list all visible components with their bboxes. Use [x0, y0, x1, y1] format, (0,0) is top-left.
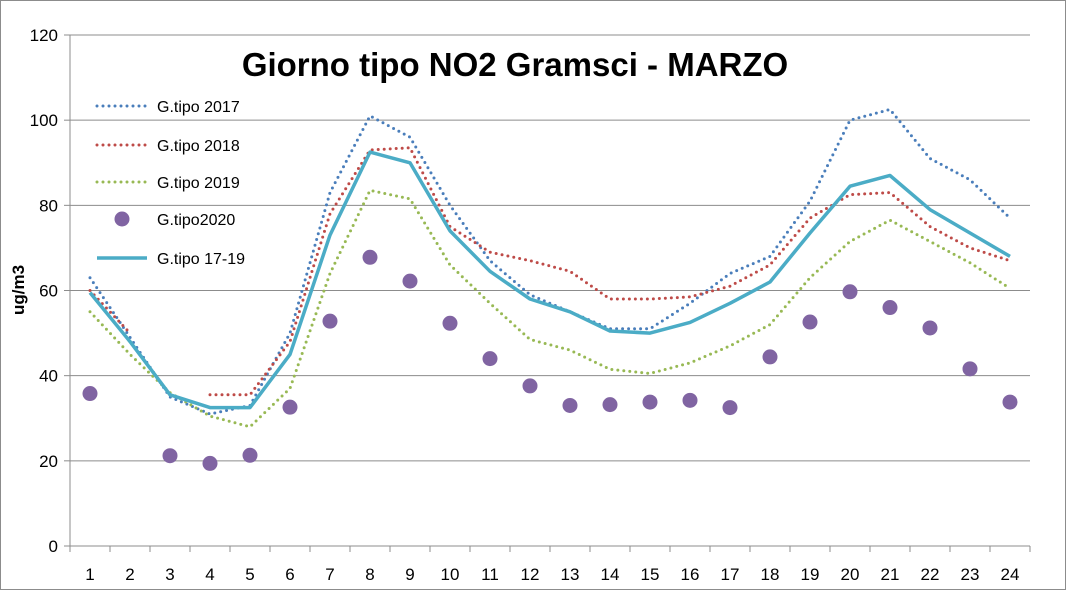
series-g-tipo-17-19: [88, 150, 1011, 410]
series-line: [88, 150, 1011, 410]
legend-item: G.tipo 2017: [95, 99, 240, 116]
series-g-tipo-2019: [88, 188, 1012, 429]
data-point: [562, 397, 578, 413]
legend-label: G.tipo 2017: [157, 99, 240, 116]
data-point: [682, 392, 698, 408]
x-tick-label: 3: [165, 565, 174, 584]
y-tick-label: 0: [49, 537, 58, 556]
y-axis-label: ug/m3: [9, 265, 28, 315]
x-tick-label: 19: [801, 565, 820, 584]
legend-label: G.tipo 2019: [157, 175, 240, 192]
legend-label: G.tipo 2018: [157, 138, 240, 155]
x-tick-label: 1: [85, 565, 94, 584]
x-tick-label: 18: [761, 565, 780, 584]
data-point: [722, 400, 738, 416]
x-tick-label: 16: [681, 565, 700, 584]
gridlines: [70, 34, 1030, 462]
y-tick-label: 40: [39, 367, 58, 386]
y-tick-label: 80: [39, 196, 58, 215]
x-tick-label: 24: [1001, 565, 1020, 584]
series-g-tipo2020: [82, 249, 1018, 471]
data-point: [362, 249, 378, 265]
data-point: [842, 284, 858, 300]
data-point: [82, 386, 98, 402]
x-tick-label: 20: [841, 565, 860, 584]
data-point: [762, 349, 778, 365]
x-tick-label: 15: [641, 565, 660, 584]
x-tick-label: 12: [521, 565, 540, 584]
series-group: [82, 108, 1018, 471]
data-point: [442, 315, 458, 331]
data-point: [1002, 394, 1018, 410]
data-point: [322, 313, 338, 329]
x-tick-label: 11: [481, 565, 499, 584]
data-point: [522, 378, 538, 394]
y-tick-label: 120: [30, 26, 58, 45]
chart-title: Giorno tipo NO2 Gramsci - MARZO: [242, 46, 788, 83]
legend-item: G.tipo2020: [114, 211, 235, 229]
x-tick-label: 22: [921, 565, 940, 584]
data-point: [242, 447, 258, 463]
y-tick-label: 60: [39, 282, 58, 301]
data-point: [602, 397, 618, 413]
data-point: [642, 394, 658, 410]
data-point: [402, 273, 418, 289]
data-point: [962, 361, 978, 377]
data-point: [802, 314, 818, 330]
data-point: [922, 320, 938, 336]
x-tick-label: 6: [285, 565, 294, 584]
data-point: [282, 399, 298, 415]
series-line: [88, 289, 132, 335]
legend-item: G.tipo 2019: [95, 175, 240, 192]
x-tick-label: 5: [245, 565, 254, 584]
data-point: [882, 300, 898, 316]
data-point: [202, 455, 218, 471]
legend-label: G.tipo 17-19: [157, 251, 245, 268]
series-line: [208, 146, 1012, 397]
x-tick-label: 2: [125, 565, 134, 584]
x-tick-label: 21: [881, 565, 900, 584]
series-line: [88, 188, 1012, 429]
y-tick-label: 20: [39, 452, 58, 471]
series-g-tipo-2018: [88, 146, 1012, 397]
x-tick-label: 4: [205, 565, 214, 584]
x-tick-label: 8: [365, 565, 374, 584]
legend-item: G.tipo 17-19: [97, 251, 245, 268]
legend-marker: [114, 211, 130, 227]
x-tick-label: 13: [561, 565, 580, 584]
data-point: [162, 448, 178, 464]
legend-item: G.tipo 2018: [95, 138, 240, 155]
x-tick-label: 17: [721, 565, 740, 584]
x-tick-label: 7: [325, 565, 334, 584]
legend-label: G.tipo2020: [157, 212, 235, 229]
data-point: [482, 351, 498, 367]
x-tick-label: 10: [441, 565, 460, 584]
x-tick-label: 9: [405, 565, 414, 584]
y-tick-label: 100: [30, 111, 58, 130]
legend: G.tipo 2017 G.tipo 2018 G.tipo 2019 G.tipo2…: [95, 99, 245, 268]
x-tick-label: 23: [961, 565, 980, 584]
x-tick-label: 14: [601, 565, 620, 584]
